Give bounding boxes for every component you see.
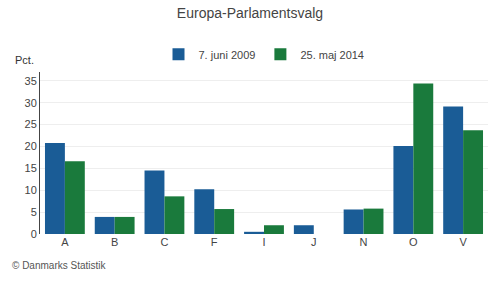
svg-text:20: 20	[25, 140, 37, 152]
svg-text:35: 35	[25, 75, 37, 87]
svg-text:15: 15	[25, 162, 37, 174]
svg-text:B: B	[111, 236, 118, 248]
svg-text:© Danmarks Statistik: © Danmarks Statistik	[12, 260, 107, 271]
svg-text:O: O	[409, 236, 418, 248]
svg-text:25: 25	[25, 118, 37, 130]
svg-text:0: 0	[31, 228, 37, 240]
svg-text:30: 30	[25, 97, 37, 109]
svg-text:C: C	[160, 236, 168, 248]
svg-text:A: A	[61, 236, 69, 248]
svg-text:V: V	[459, 236, 467, 248]
svg-text:10: 10	[25, 184, 37, 196]
svg-text:7. juni 2009: 7. juni 2009	[199, 49, 256, 61]
svg-text:I: I	[262, 236, 265, 248]
svg-text:5: 5	[31, 206, 37, 218]
svg-text:Europa-Parlamentsvalg: Europa-Parlamentsvalg	[177, 5, 323, 21]
svg-text:N: N	[360, 236, 368, 248]
svg-text:Pct.: Pct.	[15, 54, 34, 66]
svg-text:J: J	[311, 236, 317, 248]
svg-text:25. maj 2014: 25. maj 2014	[300, 49, 364, 61]
svg-text:F: F	[211, 236, 218, 248]
